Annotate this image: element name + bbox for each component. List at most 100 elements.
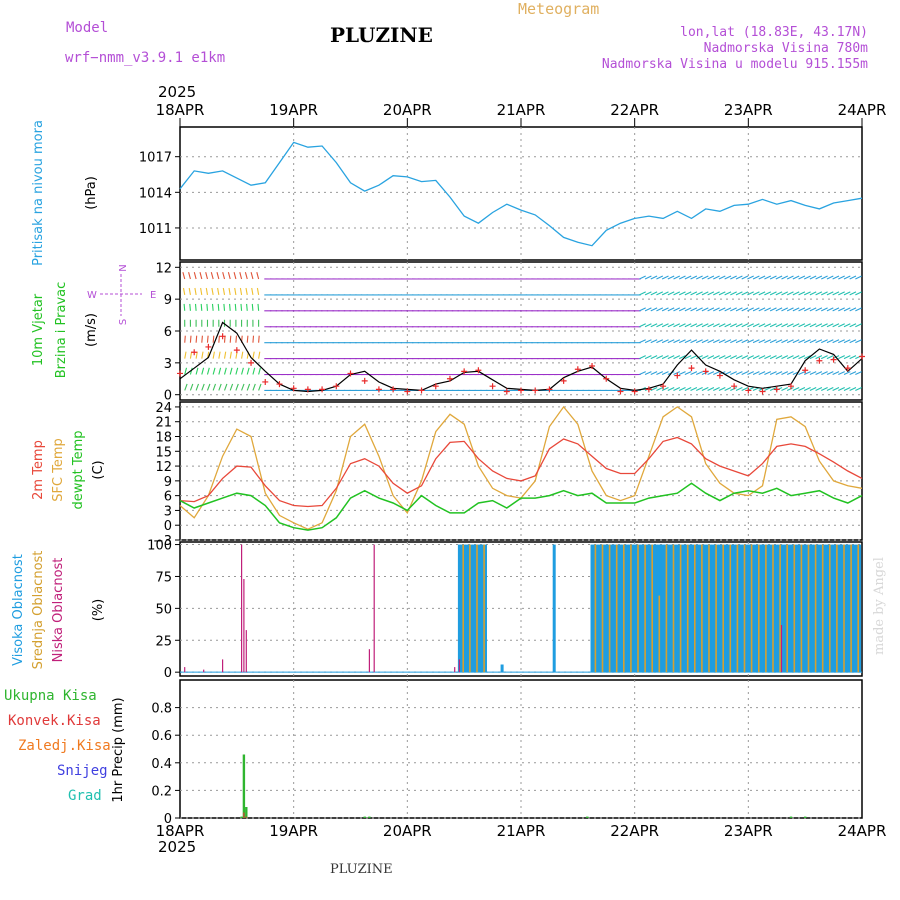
cloud-mid-bar [814, 544, 817, 673]
wind-barb [826, 387, 834, 391]
wind-barb [815, 275, 823, 280]
wind-barb [758, 323, 766, 328]
wind-barb [821, 323, 828, 328]
wind-barb [690, 387, 698, 391]
wind-barb [764, 323, 772, 328]
wind-barb [781, 291, 789, 296]
temp-axis-title-2m: 2m Temp [31, 440, 46, 500]
wind-barb [684, 371, 692, 376]
wind-gust-marker [375, 386, 382, 393]
wind-barb [843, 387, 851, 391]
wind-barb [781, 355, 789, 360]
wind-barb [701, 323, 709, 328]
wind-barb [673, 371, 681, 376]
cloud-high-bar [765, 544, 769, 673]
wind-barb [684, 339, 692, 344]
cloud-high-bar [832, 544, 836, 673]
cloud-high-bar [649, 544, 653, 673]
wind-gust-marker [418, 387, 425, 394]
temperature-tick-label: 15 [155, 445, 172, 460]
wind-barb [775, 339, 783, 344]
cloud-mid-bar [686, 544, 689, 673]
cloud-high-bar [628, 544, 632, 673]
wind-compass-cross [100, 274, 142, 316]
wind-barb [786, 355, 794, 360]
wind-barb [747, 371, 754, 376]
wind-barb [650, 371, 658, 376]
wind-gust-marker [645, 386, 652, 393]
temperature-tick-label: 18 [155, 431, 172, 446]
wind-barb [216, 272, 220, 280]
wind-barb [696, 291, 703, 296]
wind-barb [781, 371, 789, 376]
cloud-high-bar [604, 544, 608, 673]
wind-barb [212, 367, 216, 375]
wind-gust-marker [319, 386, 326, 393]
cloud-mid-bar [623, 544, 625, 673]
wind-barb [803, 355, 811, 360]
x-tick-label-top: 20APR [383, 101, 432, 119]
wind-barb [656, 387, 664, 391]
cloud-high-bar [843, 544, 847, 673]
wind-barb [206, 383, 211, 391]
wind-barb [200, 303, 203, 311]
wind-barb [701, 355, 709, 360]
wind-barb [690, 275, 698, 280]
wind-barb [849, 291, 857, 296]
pressure-line [179, 141, 863, 247]
wind-barb [644, 339, 652, 344]
wind-barb [724, 275, 732, 280]
model-label: Model [66, 20, 109, 36]
wind-barb [769, 387, 777, 391]
wind-barb [707, 339, 715, 344]
precip-legend-item: Snijeg [57, 763, 108, 779]
cloud-high-bar [630, 544, 634, 673]
cloud-high-bar [706, 544, 710, 673]
wind-barb [713, 371, 720, 376]
wind-barb [713, 339, 720, 344]
x-tick-label-top: 19APR [269, 101, 318, 119]
precip-total-bar [368, 816, 371, 818]
wind-barb [843, 355, 851, 360]
cloud-high-bar [668, 544, 672, 673]
wind-barb [184, 383, 188, 391]
cloud-mid-bar [786, 544, 788, 673]
wind-barb [781, 339, 789, 344]
temperature-tick-label: 24 [155, 401, 172, 416]
wind-gust-marker [674, 372, 681, 379]
cloud-high-bar [853, 544, 857, 673]
wind-barb [815, 371, 823, 376]
cloud-mid-bar [722, 544, 724, 673]
wind-barb [758, 339, 766, 344]
wind-barb [650, 323, 658, 328]
cloud-high-bar [614, 544, 618, 673]
wind-barb [696, 371, 703, 376]
cloud-low-bar [373, 544, 375, 673]
wind-gust-marker [361, 377, 368, 384]
cloud-high-bar [652, 544, 656, 673]
wind-barb [229, 351, 232, 359]
wind-barb [684, 387, 692, 391]
wind-barb [656, 339, 664, 344]
wind-barb [673, 387, 681, 391]
wind-barb [730, 275, 737, 280]
wind-barb [241, 351, 244, 359]
cloud-high-bar [467, 544, 471, 673]
wind-gust-marker [205, 343, 212, 350]
wind-barb [222, 287, 226, 296]
cloud-high-bar [751, 544, 755, 673]
cloud-mid-bar [772, 544, 774, 673]
cloud-high-bar [780, 544, 783, 673]
wind-barb [752, 275, 760, 280]
wind-barb [661, 371, 669, 376]
cloud-mid-bar [743, 544, 746, 673]
precip-total-bar [363, 816, 366, 818]
cloud-high-bar [784, 544, 788, 673]
wind-barb [258, 367, 261, 375]
wind-barb [212, 351, 215, 359]
wind-barb [188, 287, 191, 296]
wind-barb [696, 339, 703, 344]
cloud-high-bar [474, 544, 478, 673]
wind-barb [747, 355, 754, 360]
temperature-tick-label: 21 [155, 416, 172, 431]
